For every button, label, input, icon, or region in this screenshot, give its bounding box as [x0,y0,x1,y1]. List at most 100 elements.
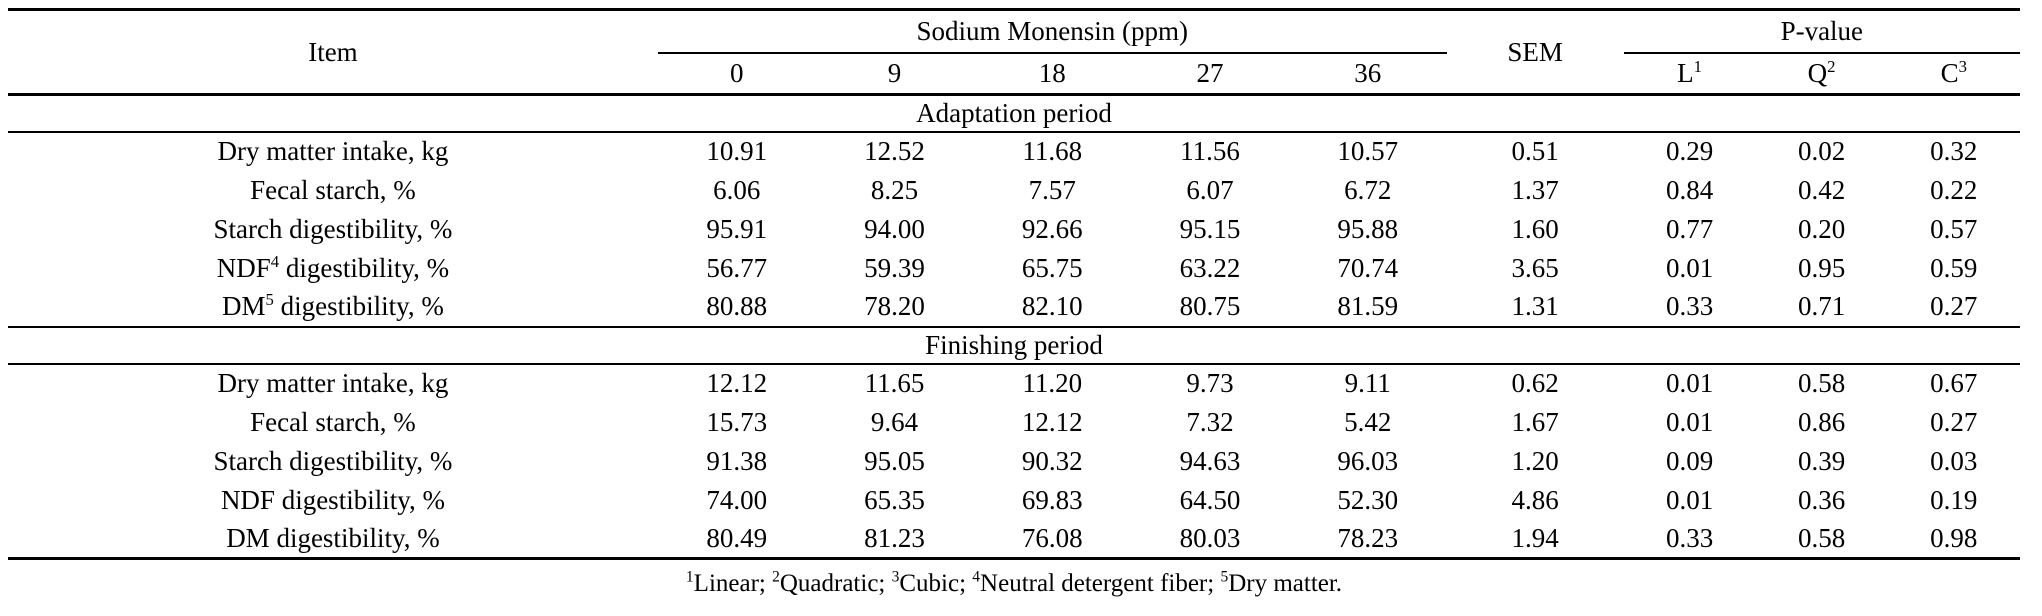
footnote-definition: 1Linear; [685,568,773,597]
pvalue-cell: 0.27 [1930,406,1978,437]
row-label-cell: DM5 digestibility, % [8,288,658,327]
dose-value-cell: 96.03 [1337,445,1399,476]
pvalue-cell: 0.27 [1930,291,1978,321]
table-row: Starch digestibility, % 95.91 94.00 92.6… [8,210,2020,249]
table-row: Fecal starch, % 6.06 8.25 7.57 6.07 6.72… [8,171,2020,210]
row-label-cell: NDF digestibility, % [8,481,658,520]
pvalue-cell: 0.32 [1930,136,1978,166]
row-label-cell: Dry matter intake, kg [8,132,658,171]
dose-value-cell: 95.05 [864,445,925,476]
dose-value-cell: 8.25 [870,174,919,205]
sem-value-cell: 3.65 [1511,252,1559,283]
dose-value-cell: 76.08 [1021,522,1083,553]
pvalue-cell: 0.42 [1797,174,1846,205]
contrast-superscript: 2 [1827,56,1836,76]
pvalue-cell: 0.19 [1930,484,1978,515]
row-label-cell: Starch digestibility, % [8,442,658,481]
dose-value-cell: 81.23 [864,522,925,553]
pvalue-cell: 0.77 [1665,213,1714,244]
table-body: Adaptation period Dry matter intake, kg … [8,94,2020,559]
row-label: Dry matter intake, kg [217,136,449,166]
pvalue-cell: 0.29 [1665,136,1714,166]
row-label-cell: Fecal starch, % [8,171,658,210]
row-label-cell: Dry matter intake, kg [8,364,658,403]
pvalue-cell: 0.84 [1665,174,1714,205]
dose-value-cell: 7.32 [1186,406,1234,437]
pvalue-cell: 0.71 [1797,291,1846,321]
pvalue-cell: 0.01 [1665,368,1714,398]
pvalue-cell: 0.58 [1797,368,1846,398]
sem-value-cell: 1.60 [1511,213,1559,244]
dose-value-cell: 6.06 [713,174,761,205]
dose-value-cell: 10.91 [706,136,768,166]
dose-value-cell: 95.15 [1179,213,1241,244]
dose-value-cell: 63.22 [1179,252,1241,283]
footnote-text: Linear; [693,570,773,597]
dose-value-cell: 56.77 [706,252,768,283]
pvalue-cell: 0.20 [1797,213,1846,244]
table-row: Dry matter intake, kg 10.91 12.52 11.68 … [8,132,2020,171]
pvalue-cell: 0.86 [1797,406,1846,437]
contrast-header-cubic: C3 [1888,53,2020,95]
dose-value-cell: 59.39 [864,252,925,283]
dose-value-cell: 6.72 [1344,174,1392,205]
pvalue-cell: 0.33 [1665,522,1714,553]
row-label-superscript: 5 [265,290,274,309]
section-title: Finishing period [925,329,1103,360]
contrast-header-quadratic: Q2 [1756,53,1888,95]
sem-value-cell: 0.51 [1511,136,1559,166]
row-label: NDF digestibility, % [220,484,445,515]
footnote-superscript: 1 [685,568,694,586]
dose-value-cell: 81.59 [1337,291,1399,321]
pvalue-cell: 0.01 [1665,252,1714,283]
dose-value-cell: 91.38 [706,445,768,476]
dose-value-cell: 11.20 [1022,368,1083,398]
dose-value-cell: 94.00 [864,213,925,244]
dose-value-cell: 78.20 [864,291,925,321]
contrast-superscript: 3 [1958,56,1967,76]
pvalue-cell: 0.67 [1930,368,1978,398]
dose-value-cell: 65.75 [1021,252,1083,283]
pvalue-cell: 0.36 [1797,484,1846,515]
dose-value-cell: 9.73 [1186,368,1234,398]
dose-value-cell: 92.66 [1021,213,1083,244]
contrast-header-linear: L1 [1624,53,1756,95]
dose-value-cell: 9.64 [870,406,919,437]
dose-value-cell: 7.57 [1028,174,1076,205]
pvalue-cell: 0.59 [1930,252,1978,283]
pvalue-cell: 0.57 [1930,213,1978,244]
dose-value-cell: 80.03 [1179,522,1241,553]
dose-value-cell: 11.65 [864,368,925,398]
dose-value-cell: 80.88 [706,291,768,321]
dose-value-cell: 78.23 [1337,522,1399,553]
table-row: NDF digestibility, % 74.00 65.35 69.83 6… [8,481,2020,520]
sem-value-cell: 1.20 [1511,445,1559,476]
dose-value-cell: 11.56 [1180,136,1240,166]
footnote-definition: 5Dry matter. [1220,569,1342,597]
dose-value-cell: 69.83 [1021,484,1083,515]
row-label: Dry matter intake, kg [217,368,449,398]
dose-value-cell: 65.35 [864,484,925,515]
col-group-pvalue: P-value [1623,9,2020,54]
sem-value-cell: 4.86 [1511,484,1559,515]
dose-value-cell: 80.49 [706,522,768,553]
pvalue-cell: 0.01 [1665,406,1714,437]
table-row: Starch digestibility, % 91.38 95.05 90.3… [8,442,2020,481]
dose-value-cell: 80.75 [1179,291,1241,321]
footnote-definition: 3Cubic; [892,569,973,597]
row-label-suffix: digestibility, % [279,252,450,283]
contrast-label: L [1677,57,1694,88]
row-label-cell: DM digestibility, % [8,520,658,559]
sem-value-cell: 0.62 [1511,368,1559,398]
dose-value-cell: 12.52 [864,136,925,166]
dose-header-9: 9 [887,57,902,88]
footnote-text: Neutral detergent fiber; [980,570,1221,597]
pvalue-cell: 0.39 [1797,445,1846,476]
contrast-label: Q [1807,57,1828,88]
dose-value-cell: 94.63 [1179,445,1241,476]
table-row: NDF4 digestibility, % 56.77 59.39 65.75 … [8,249,2020,288]
dose-value-cell: 6.07 [1186,174,1234,205]
footnote-superscript: 2 [772,568,780,586]
table-footnote: 1Linear; 2Quadratic; 3Cubic; 4Neutral de… [8,568,2020,598]
